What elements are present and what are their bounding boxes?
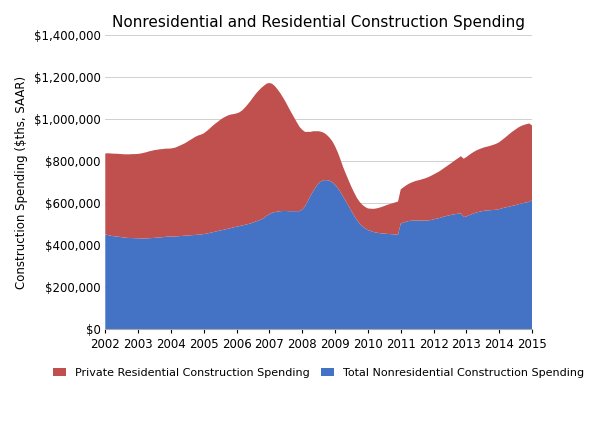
Y-axis label: Construction Spending ($ths, SAAR): Construction Spending ($ths, SAAR) bbox=[15, 76, 28, 289]
Title: Nonresidential and Residential Construction Spending: Nonresidential and Residential Construct… bbox=[112, 15, 525, 30]
Legend: Private Residential Construction Spending, Total Nonresidential Construction Spe: Private Residential Construction Spendin… bbox=[48, 363, 589, 382]
